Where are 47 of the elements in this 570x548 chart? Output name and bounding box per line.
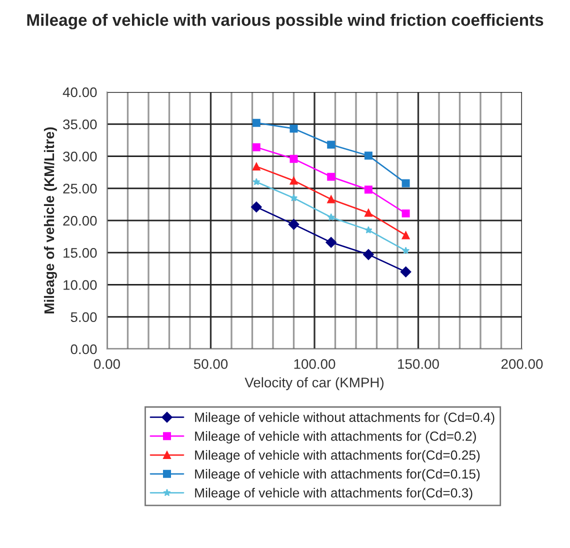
point — [402, 231, 410, 240]
point — [252, 178, 260, 186]
point — [288, 218, 300, 230]
y-tick-label: 25.00 — [63, 184, 97, 194]
legend-label: Mileage of vehicle with attachments for (Cd=0.2) — [195, 431, 476, 444]
point — [327, 195, 336, 204]
legend-label: Mileage of vehicle with attachments for(Cd=0.25) — [195, 450, 480, 462]
point — [326, 236, 337, 248]
point — [252, 143, 260, 152]
y-tick-label: 30.00 — [63, 152, 97, 162]
point — [402, 246, 410, 254]
point — [364, 226, 372, 234]
x-tick-label: 0.00 — [94, 359, 120, 369]
legend-label: Mileage of vehicle without attachments for (Cd=0.4) — [195, 412, 494, 425]
x-axis-title: Velocity of car (KMPH) — [244, 377, 384, 390]
legend-label: Mileage of vehicle with attachments for(Cd=0.3) — [195, 488, 472, 500]
point — [250, 202, 262, 212]
point — [290, 124, 298, 133]
point — [327, 213, 335, 221]
point — [364, 152, 372, 160]
x-tick-label: 150.00 — [398, 359, 439, 369]
point — [290, 154, 298, 163]
y-tick-label: 10.00 — [64, 280, 97, 290]
x-tick-label: 50.00 — [194, 359, 228, 369]
point — [252, 162, 260, 171]
point — [327, 140, 336, 149]
point — [252, 118, 260, 127]
point — [364, 186, 372, 194]
point — [363, 249, 374, 260]
point — [400, 266, 412, 278]
point — [402, 179, 410, 188]
point — [290, 194, 298, 202]
point — [327, 172, 336, 181]
y-tick-label: 5.00 — [70, 312, 97, 322]
y-tick-label: 40.00 — [62, 87, 97, 98]
y-tick-label: 15.00 — [64, 248, 97, 258]
y-axis-title: Mileage of vehicle (KM/Litre) — [44, 127, 57, 314]
chart-title: Mileage of vehicle with various possible wind friction coefficients — [27, 14, 544, 30]
y-tick-label: 20.00 — [63, 216, 97, 226]
legend-label: Mileage of vehicle with attachments for(Cd=0.15) — [195, 468, 480, 482]
point — [364, 208, 372, 217]
x-tick-label: 100.00 — [294, 359, 336, 369]
y-tick-label: 0.00 — [70, 344, 97, 354]
point — [290, 176, 298, 185]
y-tick-label: 35.00 — [63, 119, 97, 130]
x-tick-label: 200.00 — [501, 359, 543, 369]
point — [402, 209, 410, 218]
